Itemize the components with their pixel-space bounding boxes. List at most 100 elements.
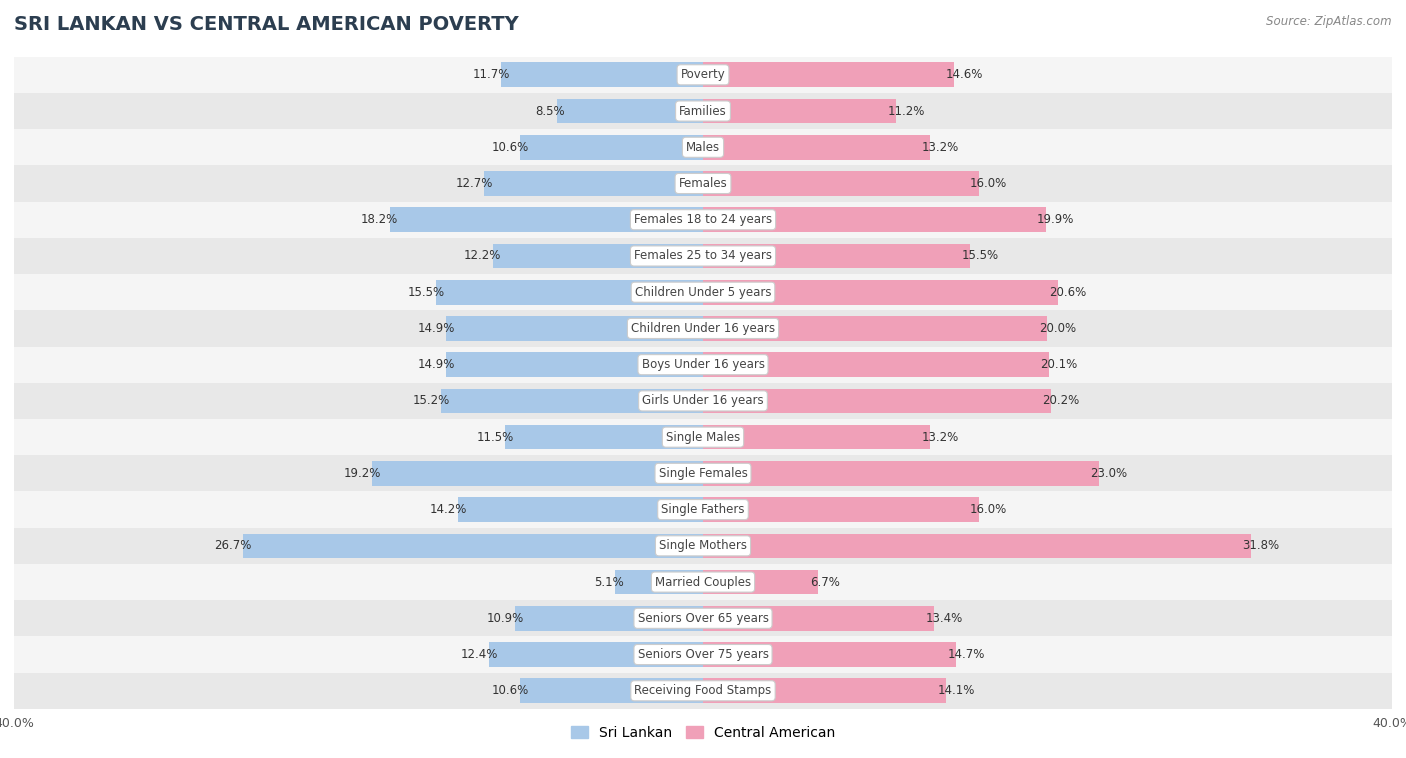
- Bar: [703, 570, 818, 594]
- Bar: [14, 238, 1392, 274]
- Bar: [446, 352, 703, 377]
- Bar: [458, 497, 703, 522]
- Text: 13.2%: 13.2%: [922, 141, 959, 154]
- Text: 19.2%: 19.2%: [343, 467, 381, 480]
- Text: Girls Under 16 years: Girls Under 16 years: [643, 394, 763, 407]
- Text: Seniors Over 65 years: Seniors Over 65 years: [637, 612, 769, 625]
- Text: 12.7%: 12.7%: [456, 177, 494, 190]
- Text: 15.2%: 15.2%: [412, 394, 450, 407]
- Bar: [703, 135, 931, 160]
- Bar: [14, 456, 1392, 491]
- Text: 14.1%: 14.1%: [938, 684, 974, 697]
- Bar: [14, 165, 1392, 202]
- Text: 11.7%: 11.7%: [472, 68, 510, 81]
- Text: Families: Families: [679, 105, 727, 117]
- Text: 14.7%: 14.7%: [948, 648, 986, 661]
- Bar: [494, 243, 703, 268]
- Text: 14.9%: 14.9%: [418, 359, 456, 371]
- Bar: [703, 243, 970, 268]
- Text: 13.4%: 13.4%: [925, 612, 963, 625]
- Legend: Sri Lankan, Central American: Sri Lankan, Central American: [565, 720, 841, 745]
- Text: 16.0%: 16.0%: [970, 503, 1007, 516]
- Text: Seniors Over 75 years: Seniors Over 75 years: [637, 648, 769, 661]
- Bar: [14, 383, 1392, 419]
- Text: Males: Males: [686, 141, 720, 154]
- Bar: [14, 419, 1392, 456]
- Text: 11.2%: 11.2%: [887, 105, 925, 117]
- Bar: [14, 672, 1392, 709]
- Bar: [703, 99, 896, 124]
- Bar: [703, 497, 979, 522]
- Bar: [703, 62, 955, 87]
- Text: 14.6%: 14.6%: [946, 68, 983, 81]
- Bar: [489, 642, 703, 667]
- Text: Single Males: Single Males: [666, 431, 740, 443]
- Text: 18.2%: 18.2%: [361, 213, 398, 226]
- Bar: [703, 424, 931, 449]
- Text: Poverty: Poverty: [681, 68, 725, 81]
- Bar: [484, 171, 703, 196]
- Bar: [703, 316, 1047, 341]
- Bar: [520, 135, 703, 160]
- Bar: [14, 637, 1392, 672]
- Bar: [373, 461, 703, 486]
- Bar: [557, 99, 703, 124]
- Text: Source: ZipAtlas.com: Source: ZipAtlas.com: [1267, 15, 1392, 28]
- Text: Receiving Food Stamps: Receiving Food Stamps: [634, 684, 772, 697]
- Bar: [14, 57, 1392, 93]
- Text: 20.1%: 20.1%: [1040, 359, 1078, 371]
- Text: 15.5%: 15.5%: [962, 249, 998, 262]
- Text: 20.2%: 20.2%: [1042, 394, 1080, 407]
- Text: Children Under 16 years: Children Under 16 years: [631, 322, 775, 335]
- Bar: [243, 534, 703, 558]
- Bar: [14, 528, 1392, 564]
- Text: Children Under 5 years: Children Under 5 years: [634, 286, 772, 299]
- Text: Boys Under 16 years: Boys Under 16 years: [641, 359, 765, 371]
- Bar: [616, 570, 703, 594]
- Bar: [14, 129, 1392, 165]
- Bar: [502, 62, 703, 87]
- Text: Married Couples: Married Couples: [655, 575, 751, 588]
- Text: 10.6%: 10.6%: [492, 684, 529, 697]
- Text: Single Fathers: Single Fathers: [661, 503, 745, 516]
- Bar: [520, 678, 703, 703]
- Text: 31.8%: 31.8%: [1241, 540, 1279, 553]
- Bar: [14, 274, 1392, 310]
- Text: 15.5%: 15.5%: [408, 286, 444, 299]
- Text: 26.7%: 26.7%: [214, 540, 252, 553]
- Text: 10.9%: 10.9%: [486, 612, 524, 625]
- Text: 11.5%: 11.5%: [477, 431, 513, 443]
- Bar: [14, 310, 1392, 346]
- Text: 16.0%: 16.0%: [970, 177, 1007, 190]
- Text: 8.5%: 8.5%: [536, 105, 565, 117]
- Bar: [14, 93, 1392, 129]
- Text: 12.2%: 12.2%: [464, 249, 502, 262]
- Text: Females 18 to 24 years: Females 18 to 24 years: [634, 213, 772, 226]
- Bar: [703, 208, 1046, 232]
- Bar: [515, 606, 703, 631]
- Text: SRI LANKAN VS CENTRAL AMERICAN POVERTY: SRI LANKAN VS CENTRAL AMERICAN POVERTY: [14, 15, 519, 34]
- Text: 10.6%: 10.6%: [492, 141, 529, 154]
- Text: 20.0%: 20.0%: [1039, 322, 1076, 335]
- Bar: [703, 606, 934, 631]
- Bar: [703, 534, 1251, 558]
- Text: 23.0%: 23.0%: [1091, 467, 1128, 480]
- Text: 14.2%: 14.2%: [430, 503, 467, 516]
- Bar: [389, 208, 703, 232]
- Text: 20.6%: 20.6%: [1049, 286, 1087, 299]
- Text: 5.1%: 5.1%: [593, 575, 624, 588]
- Bar: [703, 352, 1049, 377]
- Bar: [14, 346, 1392, 383]
- Text: Single Mothers: Single Mothers: [659, 540, 747, 553]
- Text: Single Females: Single Females: [658, 467, 748, 480]
- Bar: [446, 316, 703, 341]
- Bar: [14, 564, 1392, 600]
- Text: 12.4%: 12.4%: [461, 648, 498, 661]
- Bar: [14, 491, 1392, 528]
- Bar: [703, 461, 1099, 486]
- Text: 19.9%: 19.9%: [1038, 213, 1074, 226]
- Bar: [14, 202, 1392, 238]
- Bar: [703, 280, 1057, 305]
- Bar: [703, 171, 979, 196]
- Text: 6.7%: 6.7%: [810, 575, 839, 588]
